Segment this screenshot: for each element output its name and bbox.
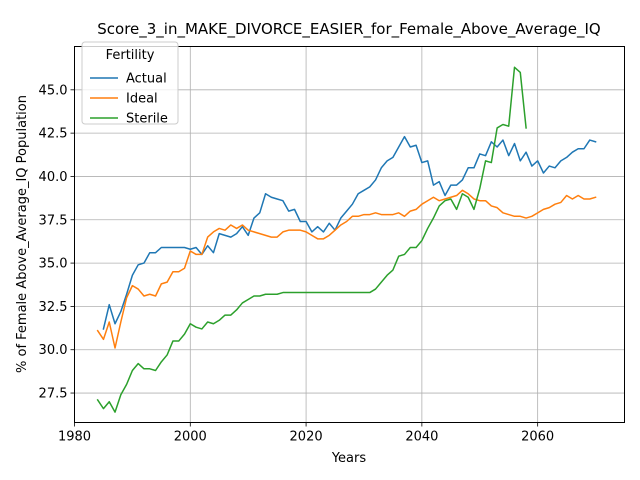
legend-title: Fertility: [106, 48, 155, 63]
series-line-ideal: [96, 189, 597, 349]
x-axis-label: Years: [331, 451, 367, 466]
y-axis-label: % of Female Above_Average_IQ Population: [15, 95, 30, 373]
series-line-actual: [102, 135, 597, 330]
y-tick-label: 40.0: [39, 170, 68, 185]
y-tick-label: 30.0: [39, 343, 68, 358]
y-axis: 27.5 30.0 32.5 35.0 37.5 40.0 42.5 45.0: [39, 83, 75, 402]
x-tick-label: 2020: [290, 430, 323, 445]
legend-label-actual: Actual: [126, 72, 167, 87]
chart-title: Score_3_in_MAKE_DIVORCE_EASIER_for_Femal…: [97, 20, 601, 39]
y-tick-label: 45.0: [39, 83, 68, 98]
y-tick-label: 42.5: [39, 127, 68, 142]
series-layer: [96, 66, 597, 413]
legend: Fertility Actual Ideal Sterile: [81, 41, 179, 127]
y-tick-label: 32.5: [39, 300, 68, 315]
y-tick-label: 37.5: [39, 213, 68, 228]
x-tick-label: 2040: [405, 430, 438, 445]
plot-area-frame: [74, 46, 625, 423]
legend-box: [81, 41, 179, 125]
legend-label-sterile: Sterile: [126, 112, 168, 127]
series-line-sterile: [96, 66, 527, 413]
y-tick-label: 35.0: [39, 257, 68, 272]
x-tick-label: 2060: [521, 430, 554, 445]
x-axis: 1980 2000 2020 2040 2060: [58, 422, 554, 445]
y-tick-label: 27.5: [39, 387, 68, 402]
x-tick-label: 2000: [174, 430, 207, 445]
legend-label-ideal: Ideal: [126, 92, 158, 107]
x-tick-label: 1980: [58, 430, 91, 445]
